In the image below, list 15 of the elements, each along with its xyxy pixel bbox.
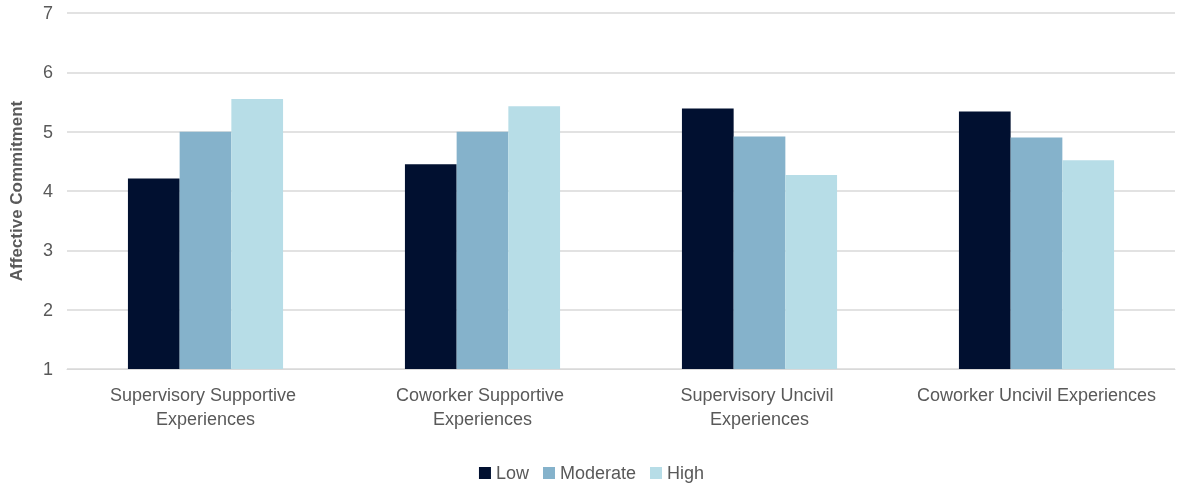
x-tick-label: Supervisory Supportive Experiences — [109, 385, 302, 429]
y-tick-label: 7 — [42, 3, 53, 23]
x-tick-label: Coworker Uncivil Experiences — [916, 385, 1157, 405]
y-tick-label: 5 — [42, 121, 53, 142]
y-tick-label: 2 — [42, 299, 53, 320]
x-tick-label: Supervisory Uncivil Experiences — [680, 385, 839, 429]
x-tick-label: Coworker Supportive Experiences — [395, 385, 570, 429]
y-tick-label: 3 — [42, 240, 53, 261]
legend-label: Low — [495, 463, 530, 483]
y-axis-title: Affective Commitment — [7, 100, 26, 282]
y-tick-label: 1 — [42, 359, 53, 379]
y-tick-label: 4 — [42, 181, 53, 201]
legend-label: Moderate — [559, 463, 637, 483]
legend-label: High — [667, 463, 705, 483]
y-tick-label: 6 — [42, 62, 53, 83]
